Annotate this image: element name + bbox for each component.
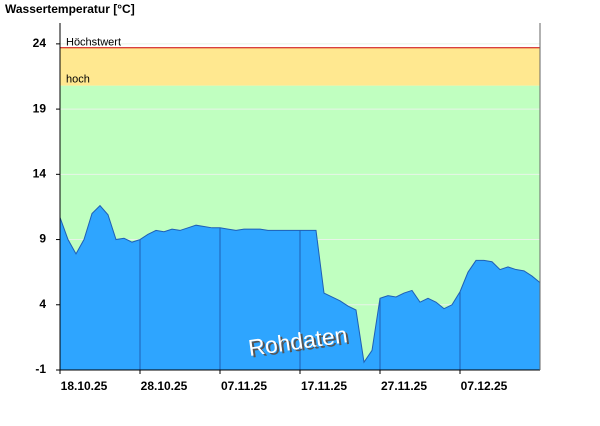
x-tick-label: 27.11.25 — [381, 379, 427, 393]
chart-title: Wassertemperatur [°C] — [5, 2, 135, 16]
x-tick-label: 18.10.25 — [61, 379, 108, 393]
y-tick-label: 24 — [33, 36, 47, 50]
y-tick-label: 9 — [39, 232, 46, 246]
y-tick-label: 4 — [39, 297, 46, 311]
x-tick-label: 28.10.25 — [141, 379, 188, 393]
threshold-label: hoch — [66, 74, 90, 86]
y-tick-label: 14 — [33, 166, 47, 180]
threshold-label: Höchstwert — [66, 37, 121, 49]
y-tick-label: -1 — [35, 362, 46, 376]
x-tick-label: 17.11.25 — [301, 379, 347, 393]
x-tick-label: 07.12.25 — [461, 379, 508, 393]
x-tick-label: 07.11.25 — [221, 379, 267, 393]
zone-high — [60, 47, 540, 86]
y-tick-label: 19 — [33, 101, 47, 115]
